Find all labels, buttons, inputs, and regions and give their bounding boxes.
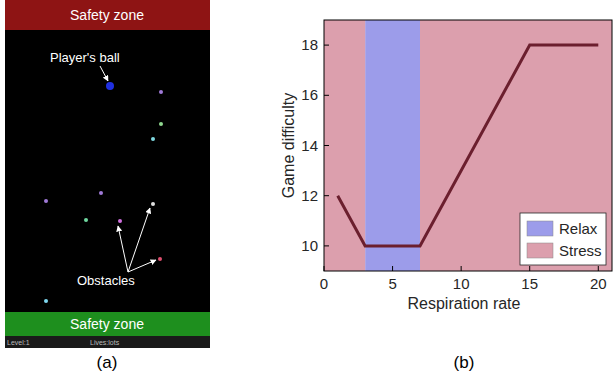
y-tick-label: 18 [301,36,318,53]
x-tick-label: 15 [521,275,538,292]
x-tick [392,266,393,271]
game-screenshot: Safety zone Safety zone Level:1 Lives:lots P… [5,0,210,348]
legend-label: Relax [559,220,598,237]
y-axis-label: Game difficulty [280,93,297,199]
x-tick-label: 5 [388,275,396,292]
band-relax [365,20,420,271]
x-tick-label: 10 [453,275,470,292]
obstacle [99,191,103,195]
bottom-safety-zone [5,312,210,336]
caption-a: (a) [97,353,118,372]
game-background [5,0,210,348]
legend: Relax Stress [520,213,606,265]
obstacle [118,219,122,223]
x-tick [598,266,599,271]
obstacle-arrow [128,260,156,272]
caption-b: (b) [454,353,475,372]
obstacle-arrow [118,226,128,272]
lives-text: Lives:lots [90,339,120,346]
obstacle [159,90,163,94]
status-bar [5,336,210,348]
ball-annotation: Player's ball [50,50,120,65]
x-tick-label: 20 [590,275,607,292]
y-tick-label: 14 [301,137,318,154]
obstacle [151,137,155,141]
obstacle [44,199,48,203]
obstacle [158,257,162,261]
level-text: Level:1 [7,339,30,346]
y-tick [324,45,329,46]
legend-swatch [527,221,553,236]
x-axis-label: Respiration rate [408,295,521,312]
x-tick [529,266,530,271]
plot-frame [324,20,612,271]
legend-label: Stress [559,242,602,259]
band-stress [420,20,612,271]
top-safety-zone [5,0,210,30]
x-tick-label: 0 [320,275,328,292]
player-ball [106,82,114,90]
obstacle-arrow [128,208,150,272]
obstacle [44,299,48,303]
y-tick-label: 16 [301,86,318,103]
y-tick [324,145,329,146]
obstacle [84,218,88,222]
bottom-zone-label: Safety zone [70,316,144,332]
obstacle [159,122,163,126]
legend-box [520,213,606,265]
y-tick-label: 12 [301,187,318,204]
obstacles-annotation: Obstacles [77,273,135,288]
x-tick [324,266,325,271]
legend-swatch [527,243,553,258]
y-tick-label: 10 [301,237,318,254]
y-tick [324,245,329,246]
top-zone-label: Safety zone [70,7,144,23]
y-tick [324,95,329,96]
plot-area [324,20,612,271]
x-tick [461,266,462,271]
y-tick [324,195,329,196]
obstacle [151,202,155,206]
ball-arrow [100,66,108,81]
